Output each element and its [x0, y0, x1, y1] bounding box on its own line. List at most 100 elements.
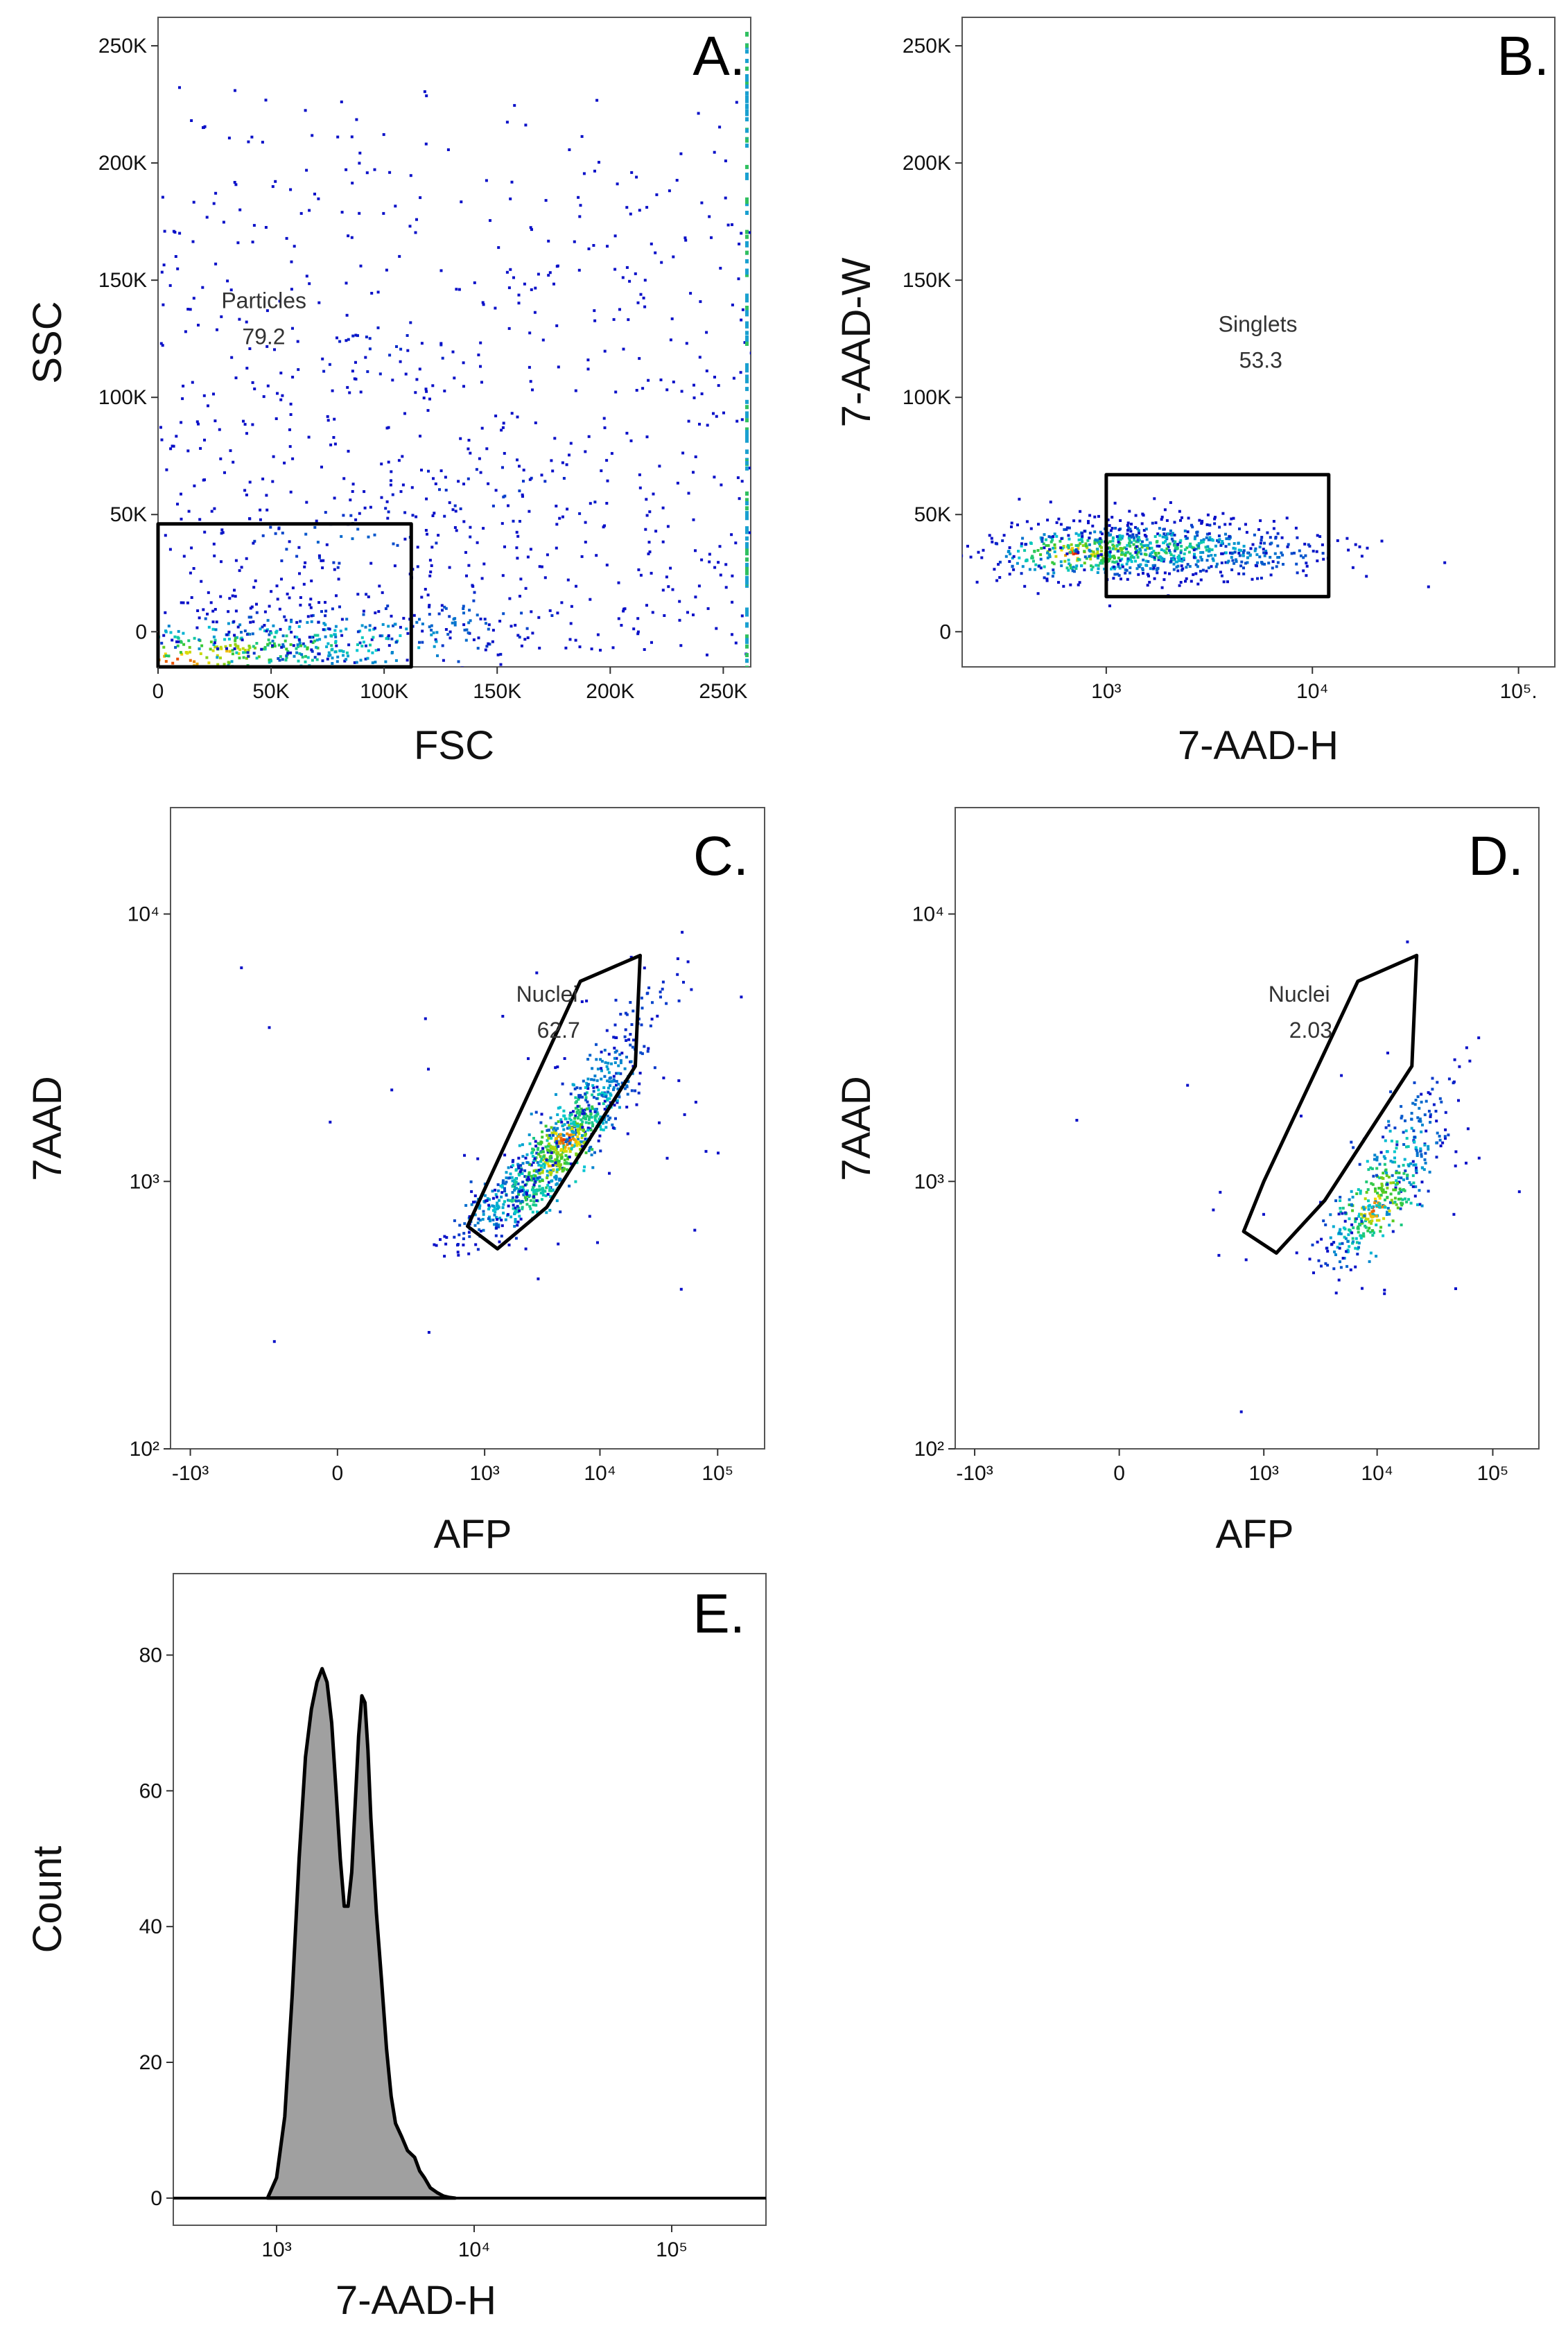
data-point	[543, 1160, 547, 1164]
data-point	[1137, 550, 1140, 554]
data-point	[1419, 1149, 1422, 1153]
data-point	[491, 1209, 495, 1212]
data-point	[270, 632, 273, 635]
data-point	[1429, 1093, 1432, 1095]
data-point	[252, 645, 255, 648]
data-point	[517, 1156, 521, 1160]
data-point	[1117, 528, 1121, 532]
data-point	[745, 514, 749, 519]
data-point	[745, 32, 749, 37]
data-point	[591, 1148, 594, 1151]
data-point	[121, 627, 123, 630]
data-point	[502, 612, 505, 616]
data-point	[745, 250, 749, 255]
data-point	[477, 1217, 480, 1221]
data-point	[745, 58, 749, 63]
x-tick-label: 10⁵	[1477, 1462, 1509, 1485]
data-point	[548, 1133, 552, 1137]
data-point	[745, 341, 749, 346]
data-point	[93, 672, 96, 675]
data-point	[1126, 577, 1129, 581]
data-point	[1169, 553, 1173, 557]
data-point	[1068, 526, 1071, 530]
data-point	[586, 1058, 590, 1061]
data-point	[1156, 566, 1160, 570]
data-point	[414, 231, 417, 234]
data-point	[1169, 529, 1172, 532]
data-point	[1176, 564, 1180, 568]
data-point	[443, 390, 446, 392]
data-point	[133, 614, 136, 617]
data-point	[345, 658, 348, 661]
data-point	[1276, 532, 1280, 535]
data-point	[416, 546, 419, 549]
data-point	[1009, 552, 1012, 556]
data-point	[1370, 1167, 1374, 1170]
data-point	[1071, 569, 1074, 573]
data-point	[289, 643, 293, 646]
data-point	[1057, 517, 1061, 521]
data-point	[650, 1018, 654, 1021]
data-point	[1420, 1130, 1423, 1133]
data-point	[635, 175, 638, 179]
data-point	[547, 239, 550, 243]
data-point	[1125, 547, 1129, 550]
data-point	[316, 646, 320, 650]
data-point	[1080, 564, 1083, 568]
data-point	[600, 1094, 604, 1097]
data-point	[647, 986, 651, 989]
data-point	[271, 480, 275, 483]
data-point	[1341, 1206, 1345, 1210]
x-tick-label: 10⁴	[1296, 680, 1328, 703]
data-point	[1372, 1174, 1375, 1178]
data-point	[591, 1093, 594, 1097]
data-point	[654, 530, 658, 533]
data-point	[387, 510, 390, 514]
data-point	[607, 1090, 610, 1094]
data-point	[528, 1172, 531, 1176]
data-point	[500, 522, 504, 525]
data-point	[572, 1110, 575, 1113]
data-point	[175, 435, 178, 438]
data-point	[1126, 532, 1129, 536]
data-point	[1221, 540, 1224, 543]
data-point	[1380, 1184, 1384, 1187]
data-point	[1407, 1198, 1411, 1201]
data-point	[562, 1109, 566, 1113]
data-point	[672, 381, 675, 383]
data-point	[1387, 1120, 1391, 1123]
data-point	[414, 391, 417, 394]
data-point	[92, 684, 94, 687]
data-point	[503, 1154, 507, 1157]
data-point	[614, 1117, 617, 1120]
data-point	[264, 226, 268, 229]
data-point	[578, 1125, 582, 1128]
data-point	[1351, 1195, 1354, 1199]
data-point	[532, 1203, 535, 1206]
data-point	[384, 507, 387, 510]
data-point	[606, 1079, 609, 1083]
data-point	[467, 447, 470, 451]
data-point	[150, 640, 153, 643]
data-point	[1316, 1240, 1319, 1244]
data-point	[595, 1108, 598, 1111]
data-point	[130, 634, 133, 637]
data-point	[570, 1130, 574, 1133]
data-point	[96, 645, 99, 647]
data-point	[1087, 520, 1090, 523]
data-point	[1367, 1168, 1370, 1172]
data-point	[316, 634, 320, 637]
data-point	[1119, 559, 1122, 562]
data-point	[543, 1157, 547, 1160]
data-point	[577, 195, 580, 199]
data-point	[424, 388, 428, 391]
data-point	[1375, 1219, 1379, 1222]
data-point	[705, 369, 708, 373]
data-point	[313, 639, 316, 643]
data-point	[356, 649, 359, 652]
data-point	[175, 640, 178, 643]
data-point	[577, 268, 581, 272]
data-point	[1354, 1265, 1357, 1269]
data-point	[463, 1154, 466, 1157]
data-point	[1053, 532, 1056, 536]
